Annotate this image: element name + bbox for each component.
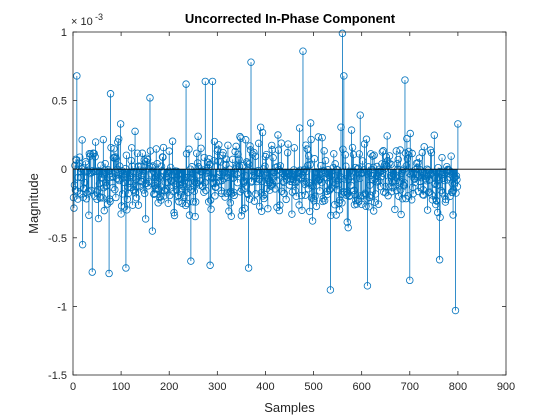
- x-tick-label: 800: [449, 381, 467, 393]
- x-tick-label: 200: [160, 381, 178, 393]
- x-tick-label: 700: [401, 381, 419, 393]
- x-tick-label: 400: [256, 381, 274, 393]
- x-tick-label: 600: [352, 381, 370, 393]
- plot-area: [70, 30, 506, 375]
- y-exponent: × 10 -3: [71, 12, 103, 28]
- y-tick-label: -1.5: [48, 370, 67, 382]
- x-tick-label: 500: [304, 381, 322, 393]
- axes-box: [73, 32, 506, 375]
- x-tick-label: 100: [112, 381, 130, 393]
- x-tick-label: 900: [497, 381, 515, 393]
- y-tick-label: 0.5: [52, 96, 67, 108]
- y-tick-label: 0: [61, 164, 67, 176]
- y-tick-label: 1: [61, 27, 67, 39]
- x-tick-label: 0: [70, 381, 76, 393]
- y-tick-label: -0.5: [48, 233, 67, 245]
- x-axis-label: Samples: [264, 400, 315, 415]
- y-exponent-power: -3: [95, 12, 103, 22]
- chart-title: Uncorrected In-Phase Component: [185, 11, 396, 26]
- y-tick-label: -1: [57, 301, 67, 313]
- y-axis-label: Magnitude: [26, 173, 41, 234]
- x-tick-label: 300: [208, 381, 226, 393]
- y-exponent-label: × 10: [71, 16, 93, 28]
